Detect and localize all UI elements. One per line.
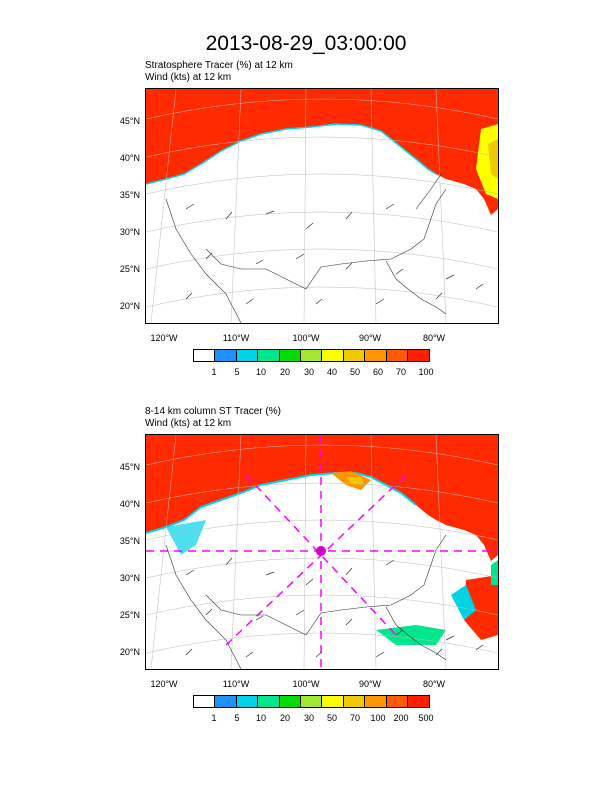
lon-label: 100°W	[292, 333, 320, 343]
colorbar-label: 1	[211, 713, 217, 723]
panel2-title: 8-14 km column ST Tracer (%)	[145, 406, 281, 417]
lon-label: 90°W	[358, 679, 382, 689]
colorbar-label: 200	[393, 713, 409, 723]
colorbar-label: 20	[279, 367, 290, 377]
lat-label: 30°N	[119, 573, 140, 583]
lat-label: 30°N	[119, 227, 140, 237]
colorbar-label: 100	[370, 713, 386, 723]
lon-label: 100°W	[292, 679, 320, 689]
lon-label: 80°W	[422, 333, 446, 343]
page-title: 2013-08-29_03:00:00	[205, 32, 407, 55]
panel1-title: Stratosphere Tracer (%) at 12 km	[145, 60, 293, 71]
lon-label: 120°W	[150, 679, 178, 689]
lat-label: 40°N	[119, 153, 140, 163]
lat-label: 40°N	[119, 499, 140, 509]
map-panel-stratosphere-tracer	[145, 88, 499, 324]
lon-label: 110°W	[222, 679, 250, 689]
map-panel-column-st-tracer	[145, 434, 499, 670]
lat-label: 25°N	[119, 610, 140, 620]
lat-label: 45°N	[119, 116, 140, 126]
map-canvas-1	[146, 89, 498, 323]
lat-label: 20°N	[119, 647, 140, 657]
colorbar-label: 30	[303, 713, 314, 723]
lat-label: 35°N	[119, 536, 140, 546]
lon-label: 110°W	[222, 333, 250, 343]
colorbar-label: 70	[349, 713, 360, 723]
colorbar-label: 500	[418, 713, 434, 723]
panel1-subtitle: Wind (kts) at 12 km	[145, 72, 232, 83]
panel2-subtitle: Wind (kts) at 12 km	[145, 418, 232, 429]
colorbar-label: 40	[326, 367, 337, 377]
colorbar-label: 30	[303, 367, 314, 377]
colorbar-label: 5	[234, 713, 240, 723]
colorbar-1	[193, 349, 431, 362]
lat-label: 35°N	[119, 190, 140, 200]
colorbar-label: 70	[395, 367, 406, 377]
colorbar-label: 10	[255, 713, 266, 723]
lat-label: 45°N	[119, 462, 140, 472]
colorbar-label: 100	[418, 367, 434, 377]
colorbar-label: 50	[349, 367, 360, 377]
lat-label: 20°N	[119, 301, 140, 311]
lon-label: 90°W	[358, 333, 382, 343]
map-canvas-2	[146, 435, 498, 669]
colorbar-label: 20	[279, 713, 290, 723]
colorbar-label: 1	[211, 367, 217, 377]
colorbar-2	[193, 695, 431, 708]
colorbar-label: 10	[255, 367, 266, 377]
lon-label: 80°W	[422, 679, 446, 689]
colorbar-label: 50	[326, 713, 337, 723]
colorbar-label: 60	[372, 367, 383, 377]
lon-label: 120°W	[150, 333, 178, 343]
lat-label: 25°N	[119, 264, 140, 274]
colorbar-label: 5	[234, 367, 240, 377]
